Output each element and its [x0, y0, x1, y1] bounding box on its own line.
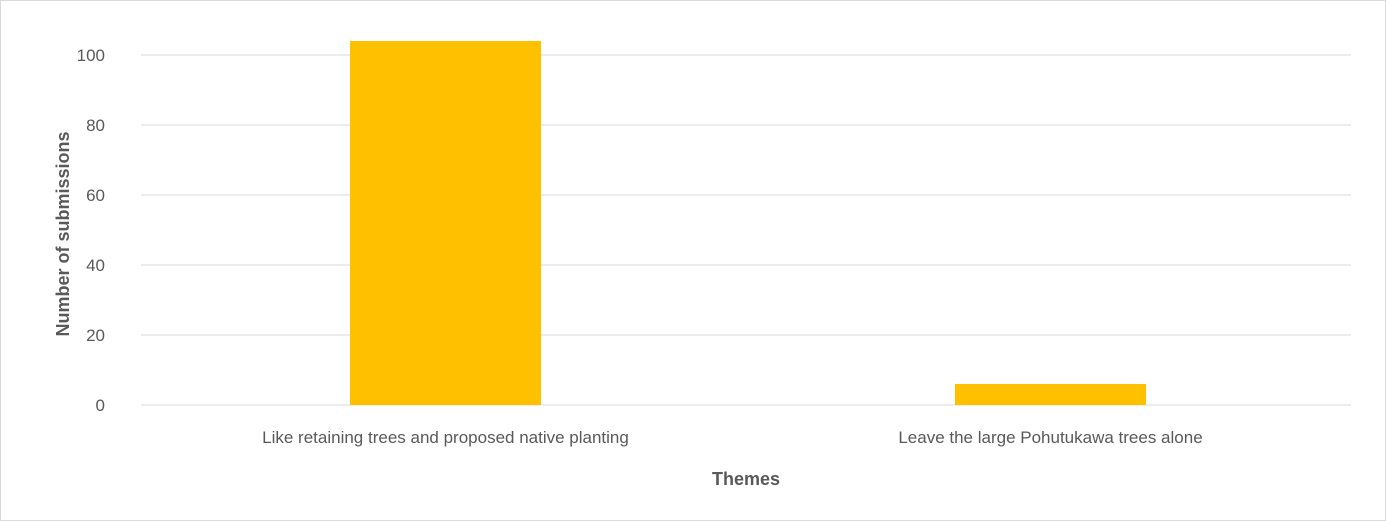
y-axis-title: Number of submissions	[53, 131, 73, 336]
y-tick-labels: 0 20 40 60 80 100	[77, 46, 105, 415]
x-tick-label: Leave the large Pohutukawa trees alone	[898, 428, 1202, 447]
y-tick-label: 60	[86, 186, 105, 205]
bar-1	[350, 41, 541, 405]
bar-2	[955, 384, 1146, 405]
x-tick-label: Like retaining trees and proposed native…	[262, 428, 629, 447]
y-tick-label: 100	[77, 46, 105, 65]
x-axis-title: Themes	[712, 469, 780, 489]
y-tick-label: 80	[86, 116, 105, 135]
y-tick-label: 20	[86, 326, 105, 345]
y-tick-label: 0	[96, 396, 105, 415]
gridlines	[141, 54, 1351, 406]
x-tick-labels: Like retaining trees and proposed native…	[262, 428, 1203, 447]
bars	[350, 41, 1146, 405]
y-tick-label: 40	[86, 256, 105, 275]
